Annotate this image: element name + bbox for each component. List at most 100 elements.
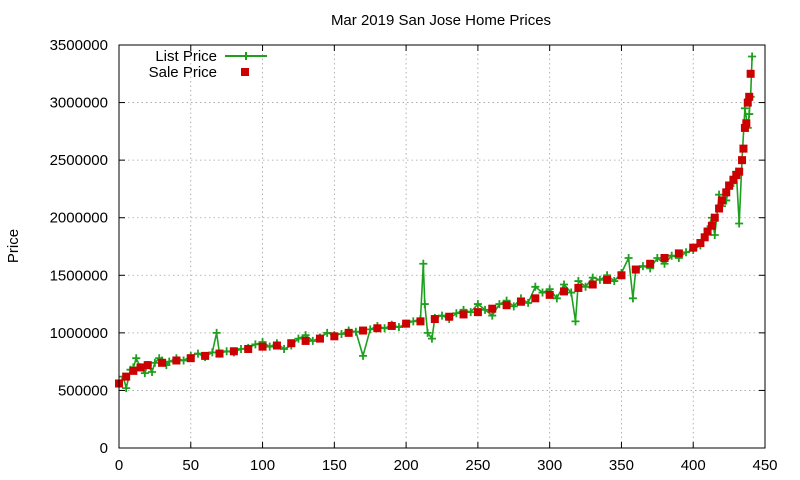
- list-price-point: [419, 259, 428, 268]
- sale-price-point: [545, 290, 554, 299]
- list-price-point: [366, 325, 375, 334]
- sale-price-point: [743, 98, 752, 107]
- list-price-point: [423, 328, 432, 337]
- list-price-point: [495, 300, 504, 309]
- sale-price-point: [574, 283, 583, 292]
- list-price-point: [359, 351, 368, 360]
- x-tick-label: 400: [681, 457, 706, 474]
- sale-price-point: [746, 69, 755, 78]
- list-price-point: [560, 280, 569, 289]
- plot-frame: [118, 44, 766, 449]
- list-price-point: [122, 384, 131, 393]
- x-tick-label: 450: [752, 457, 777, 474]
- sale-price-point: [739, 144, 748, 153]
- sale-price-point: [287, 339, 296, 348]
- sale-price-point: [725, 181, 734, 190]
- list-price-point: [581, 282, 590, 291]
- list-price-point: [140, 369, 149, 378]
- list-price-point: [538, 288, 547, 297]
- sale-price-point: [735, 167, 744, 176]
- x-tick-label: 150: [322, 457, 347, 474]
- list-price-point: [165, 357, 174, 366]
- sale-price-point: [473, 308, 482, 317]
- series-layer: [115, 52, 757, 393]
- list-price-point: [473, 300, 482, 309]
- sale-price-point: [617, 271, 626, 280]
- list-price-point: [745, 110, 754, 119]
- sale-price-point: [588, 280, 597, 289]
- legend: List Price Sale Price: [149, 48, 267, 81]
- y-tick-label: 1000000: [50, 325, 108, 342]
- list-price-point: [610, 277, 619, 286]
- list-price-point: [682, 248, 691, 257]
- list-price-point: [571, 317, 580, 326]
- legend-swatch-sale-price: [241, 68, 249, 76]
- tick-layer: 0 50 100 150 200 250 300 350 400 450 0 500000 100000…: [50, 37, 778, 474]
- sale-price-point: [674, 249, 683, 258]
- sale-price-point: [745, 92, 754, 101]
- sale-price-point: [344, 328, 353, 337]
- list-price-point: [624, 254, 633, 263]
- sale-price-point: [201, 351, 210, 360]
- y-tick-label: 2500000: [50, 152, 108, 169]
- legend-marker-list-price: [242, 52, 250, 60]
- sale-price-point: [229, 347, 238, 356]
- legend-label-sale-price: Sale Price: [149, 64, 217, 81]
- x-tick-label: 250: [465, 457, 490, 474]
- sale-price-point: [272, 341, 281, 350]
- sale-price-point: [700, 233, 709, 242]
- list-price-point: [735, 219, 744, 228]
- sale-price-point: [707, 221, 716, 230]
- y-tick-label: 500000: [58, 382, 108, 399]
- sale-price-point: [430, 315, 439, 324]
- y-tick-label: 3000000: [50, 95, 108, 112]
- sale-price-point: [359, 326, 368, 335]
- sale-price-point: [717, 196, 726, 205]
- chart-title: Mar 2019 San Jose Home Prices: [331, 12, 551, 29]
- x-tick-label: 300: [537, 457, 562, 474]
- list-price-point: [323, 328, 332, 337]
- sale-price-point: [729, 175, 738, 184]
- sale-price-point: [258, 342, 267, 351]
- list-price-point: [628, 294, 637, 303]
- sale-price-point: [531, 294, 540, 303]
- list-price-point: [150, 358, 159, 367]
- sale-price-point: [158, 358, 167, 367]
- list-price-point: [132, 354, 141, 363]
- list-price-point: [351, 327, 360, 336]
- list-price-point: [380, 324, 389, 333]
- sale-price-point: [215, 349, 224, 358]
- y-tick-label: 0: [100, 440, 108, 457]
- list-price-point: [466, 308, 475, 317]
- y-axis-label: Price: [5, 229, 22, 263]
- list-price-point: [427, 334, 436, 343]
- x-tick-label: 350: [609, 457, 634, 474]
- list-price-point: [308, 336, 317, 345]
- sale-price-point: [740, 123, 749, 132]
- sale-price-point: [742, 119, 751, 128]
- sale-price-point: [330, 332, 339, 341]
- list-price-point: [208, 348, 217, 357]
- sale-price-point: [603, 275, 612, 284]
- sale-price-point: [402, 319, 411, 328]
- sale-price-point: [459, 310, 468, 319]
- x-tick-label: 200: [394, 457, 419, 474]
- x-tick-label: 50: [182, 457, 199, 474]
- sale-price-point: [560, 287, 569, 296]
- sale-price-point: [715, 204, 724, 213]
- list-price-point: [294, 334, 303, 343]
- sale-price-point: [516, 297, 525, 306]
- sale-price-point: [488, 304, 497, 313]
- sale-price-point: [122, 372, 131, 381]
- x-tick-label: 100: [250, 457, 275, 474]
- sale-price-point: [502, 301, 511, 310]
- list-price-point: [409, 317, 418, 326]
- sale-price-point: [631, 265, 640, 274]
- list-price-point: [588, 273, 597, 282]
- sale-price-point: [703, 227, 712, 236]
- list-price-point: [237, 344, 246, 353]
- list-price-point: [595, 275, 604, 284]
- list-price-point: [265, 342, 274, 351]
- list-price-point: [280, 344, 289, 353]
